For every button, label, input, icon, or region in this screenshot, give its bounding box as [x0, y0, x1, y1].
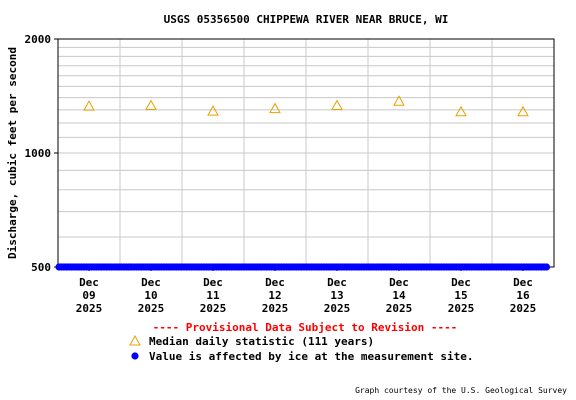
x-tick-label: 2025 [76, 302, 103, 315]
median-point [517, 105, 529, 117]
chart-title: USGS 05356500 CHIPPEWA RIVER NEAR BRUCE,… [164, 13, 449, 26]
x-tick-label: 12 [268, 289, 281, 302]
x-tick-label: 13 [330, 289, 343, 302]
median-point [269, 102, 281, 114]
x-tick-label: Dec [451, 276, 471, 289]
median-series [83, 95, 529, 117]
legend-dot-icon [131, 352, 139, 360]
x-ticks: Dec092025Dec102025Dec112025Dec122025Dec1… [76, 267, 537, 315]
y-axis-label: Discharge, cubic feet per second [6, 47, 19, 259]
median-point [331, 99, 343, 110]
median-point [393, 95, 405, 106]
legend-median-label: Median daily statistic (111 years) [149, 335, 374, 348]
x-tick-label: 2025 [324, 302, 351, 315]
legend-triangle-icon [129, 334, 141, 346]
x-tick-label: Dec [513, 276, 533, 289]
provisional-notice: ---- Provisional Data Subject to Revisio… [153, 321, 458, 334]
x-tick-label: 2025 [138, 302, 165, 315]
x-tick-label: 09 [82, 289, 95, 302]
grid [58, 39, 554, 267]
ice-point [542, 263, 551, 271]
x-tick-label: 2025 [386, 302, 413, 315]
median-point [455, 105, 467, 117]
credit-text: Graph courtesy of the U.S. Geological Su… [355, 386, 567, 395]
x-tick-label: Dec [265, 276, 285, 289]
ice-series [55, 263, 551, 271]
y-tick-label: 500 [31, 261, 51, 274]
median-point [83, 100, 95, 111]
x-tick-label: Dec [389, 276, 409, 289]
legend-ice-label: Value is affected by ice at the measurem… [149, 350, 474, 363]
x-tick-label: 16 [516, 289, 530, 302]
median-point [145, 99, 157, 110]
median-point [207, 105, 219, 116]
x-tick-label: 2025 [200, 302, 227, 315]
y-ticks: 500 1000 2000 [25, 33, 58, 274]
x-tick-label: 10 [144, 289, 157, 302]
x-tick-label: 15 [454, 289, 467, 302]
x-tick-label: 11 [206, 289, 220, 302]
x-tick-label: 2025 [510, 302, 537, 315]
y-tick-label: 1000 [25, 147, 52, 160]
x-tick-label: Dec [141, 276, 161, 289]
x-tick-label: 14 [392, 289, 406, 302]
x-tick-label: Dec [79, 276, 99, 289]
x-tick-label: 2025 [448, 302, 475, 315]
x-tick-label: Dec [203, 276, 223, 289]
x-tick-label: 2025 [262, 302, 289, 315]
y-tick-label: 2000 [25, 33, 52, 46]
x-tick-label: Dec [327, 276, 347, 289]
